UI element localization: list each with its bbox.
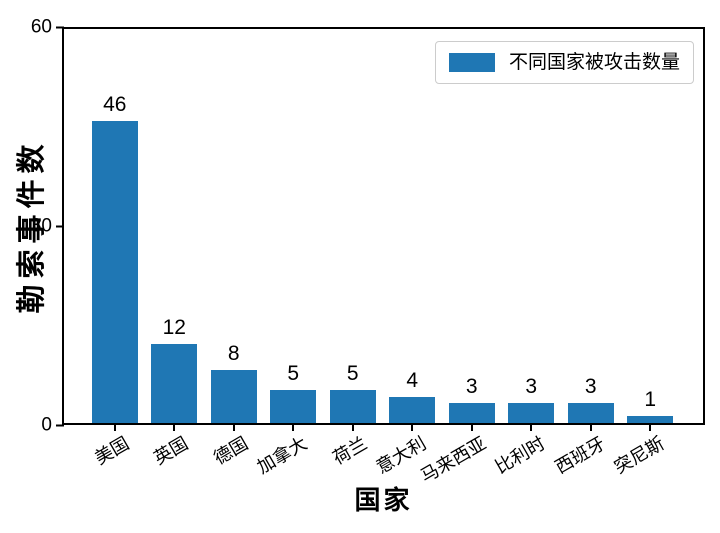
y-tick: 60 <box>31 18 64 37</box>
y-axis-ticks: 0 30 60 <box>0 18 64 435</box>
x-tick-label: 比利时 <box>491 433 549 478</box>
bar <box>389 396 436 423</box>
bar <box>270 390 317 423</box>
legend-label: 不同国家被攻击数量 <box>508 52 680 73</box>
y-tick-label: 30 <box>30 215 52 237</box>
x-tick-mark <box>232 425 235 431</box>
x-tick-label: 加拿大 <box>253 433 311 478</box>
y-tick-mark <box>56 225 64 227</box>
bar <box>627 416 674 423</box>
bar-value-label: 8 <box>227 342 240 366</box>
bar <box>210 370 257 423</box>
x-tick-mark <box>470 425 473 431</box>
x-axis-title: 国家 <box>354 485 413 515</box>
x-tick-label: 荷兰 <box>329 433 371 469</box>
bar-slot: 5 荷兰 <box>323 29 383 468</box>
y-tick-label: 0 <box>41 414 52 436</box>
bar-slot: 4 意大利 <box>373 29 443 477</box>
bar-slot: 12 英国 <box>145 29 205 468</box>
x-tick-label: 马来西亚 <box>416 433 490 487</box>
y-tick-mark <box>56 424 64 426</box>
y-tick-label: 60 <box>30 16 52 38</box>
y-tick: 0 <box>41 416 64 435</box>
x-tick-label: 西班牙 <box>551 433 609 478</box>
bar <box>151 344 198 423</box>
x-tick-mark <box>351 425 354 431</box>
x-tick-mark <box>649 425 652 431</box>
bar-value-label: 3 <box>584 375 597 399</box>
x-tick-label: 突尼斯 <box>610 433 668 478</box>
bar-value-label: 5 <box>346 362 359 386</box>
bar <box>329 390 376 423</box>
x-tick-mark <box>589 425 592 431</box>
x-tick-label: 德国 <box>210 433 252 469</box>
bar-slot: 1 突尼斯 <box>611 29 681 477</box>
bar-slot: 3 比利时 <box>492 29 562 477</box>
bar-value-label: 3 <box>465 375 478 399</box>
bar <box>91 120 138 423</box>
x-tick-mark <box>113 425 116 431</box>
bar-slot: 46 美国 <box>85 29 145 468</box>
bar-value-label: 12 <box>162 316 186 340</box>
bar-slot: 3 西班牙 <box>551 29 621 477</box>
y-tick-mark <box>56 26 64 28</box>
x-tick-mark <box>411 425 414 431</box>
bar-value-label: 4 <box>406 368 419 392</box>
bar-slot: 5 加拿大 <box>254 29 324 477</box>
bar-value-label: 5 <box>287 362 300 386</box>
legend-swatch-icon <box>448 53 495 72</box>
x-tick-label: 英国 <box>150 433 192 469</box>
x-tick-mark <box>292 425 295 431</box>
bar-value-label: 3 <box>525 375 538 399</box>
bar-slot: 3 马来西亚 <box>417 29 502 486</box>
plot-area: 0 30 60 46 美国 12 英国 8 德国 5 加拿大 5 荷兰 4 意大利 3 马来西亚 3 比利时 3 西班… <box>31 18 705 486</box>
bar <box>448 403 495 423</box>
legend: 不同国家被攻击数量 <box>434 41 694 84</box>
x-tick-label: 美国 <box>91 433 133 469</box>
bars-row: 46 美国 12 英国 8 德国 5 加拿大 5 荷兰 4 意大利 3 马来西亚 3 比利时 3 西班牙 1 突尼斯 <box>64 29 703 486</box>
bar-slot: 8 德国 <box>204 29 264 468</box>
x-tick-mark <box>173 425 176 431</box>
bar-value-label: 46 <box>103 92 127 116</box>
bar-value-label: 1 <box>644 388 657 412</box>
x-tick-mark <box>530 425 533 431</box>
y-tick: 30 <box>31 217 64 236</box>
bar <box>508 403 555 423</box>
bar <box>567 403 614 423</box>
